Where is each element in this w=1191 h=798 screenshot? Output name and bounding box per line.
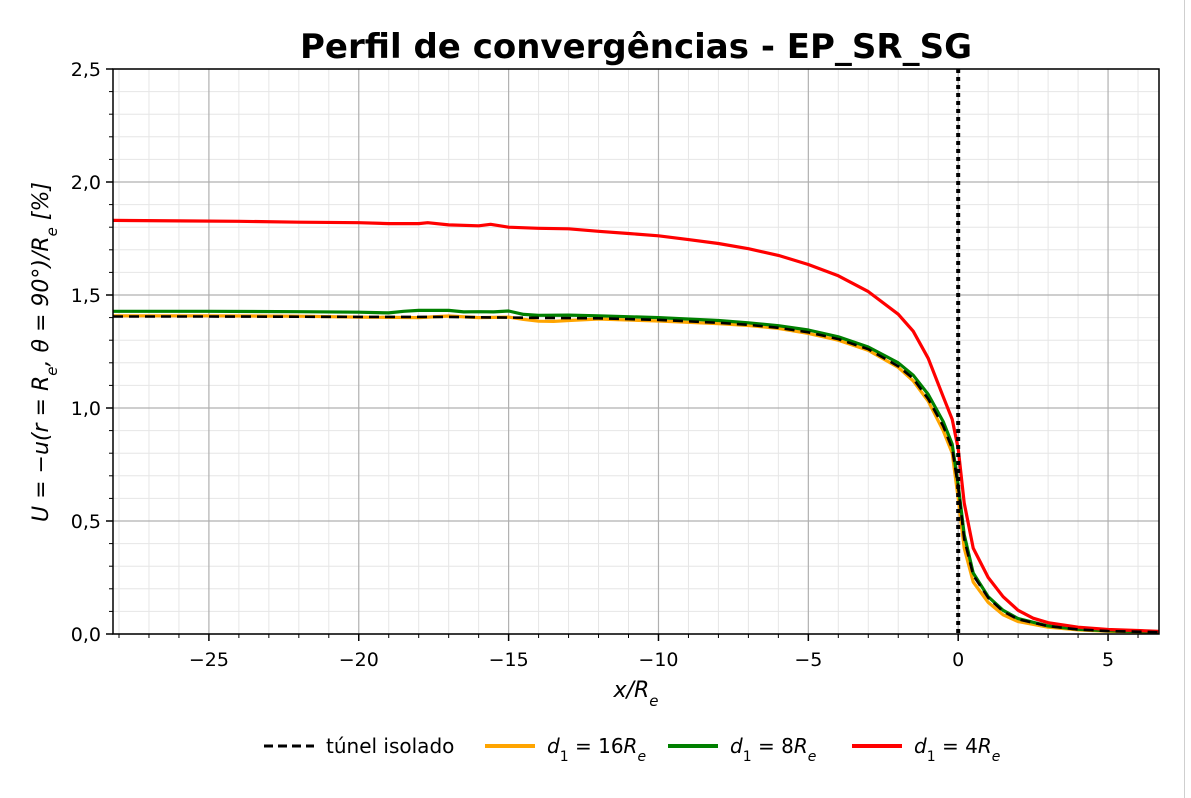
legend: túnel isolado d1 = 16Re d1 = 8Re d1 = 4Re [264,734,1000,765]
y-tick-label: 0,5 [71,511,101,533]
legend-label-3: d1 = 4Re [914,734,1000,765]
series-line-2 [113,308,1159,634]
y-tick-label: 2,5 [71,59,101,81]
y-tick-label: 0,0 [71,624,101,646]
x-tick-label: −20 [339,649,379,671]
axes-frame [112,68,1160,635]
legend-label-1: d1 = 16Re [547,734,646,765]
x-tick-label: 5 [1102,649,1114,671]
x-tick-label: −15 [489,649,529,671]
series-line-3 [113,218,1159,633]
x-axis-label: x/Re [613,678,659,710]
chart-title: Perfil de convergências - EP_SR_SG [300,27,972,67]
x-tick-label: −25 [189,649,229,671]
x-tick-label: −10 [638,649,678,671]
y-tick-label: 1,5 [71,285,101,307]
y-axis-label: U = −u(r = Re, θ = 90°)/Re [%] [29,182,61,522]
x-tick-label: −5 [794,649,822,671]
legend-label-2: d1 = 8Re [730,734,816,765]
y-tick-label: 1,0 [71,398,101,420]
x-tick-label: 0 [952,649,964,671]
plot-area: −25 −20 −15 −10 −5 0 5 0,0 0,5 1,0 1,5 2,0 2,5 [71,59,1160,671]
window-edge-divider [1184,0,1185,798]
series-line-0 [113,315,1159,634]
y-tick-label: 2,0 [71,172,101,194]
legend-label-0: túnel isolado [326,734,454,758]
